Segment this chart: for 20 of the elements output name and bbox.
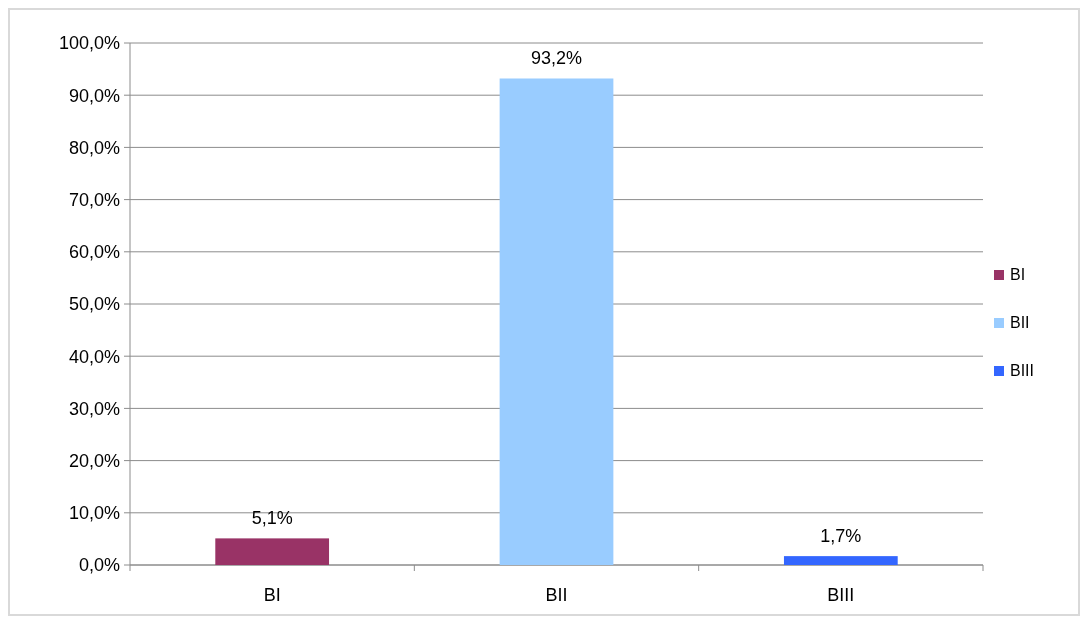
legend-label: BIII xyxy=(1010,362,1035,379)
y-tick-label: 50,0% xyxy=(68,294,120,315)
x-tick-label: BI xyxy=(263,585,281,605)
legend-label: BII xyxy=(1010,314,1030,331)
y-tick-label: 20,0% xyxy=(68,450,120,471)
x-tick-label: BIII xyxy=(827,585,855,605)
y-tick-label: 30,0% xyxy=(68,398,120,419)
y-tick-label: 40,0% xyxy=(68,346,120,367)
y-tick-label: 80,0% xyxy=(68,137,120,158)
data-label: 1,7% xyxy=(820,526,862,547)
y-tick-label: 90,0% xyxy=(68,85,120,106)
y-tick-label: 10,0% xyxy=(68,503,120,524)
y-tick-label: 100,0% xyxy=(58,33,120,54)
y-tick-label: 70,0% xyxy=(68,189,120,210)
data-label: 93,2% xyxy=(530,48,583,69)
y-tick-label: 0,0% xyxy=(78,555,120,576)
y-tick-label: 60,0% xyxy=(68,242,120,263)
data-label: 5,1% xyxy=(251,508,293,529)
x-tick-label: BII xyxy=(545,585,568,605)
legend-label: BI xyxy=(1010,266,1026,283)
